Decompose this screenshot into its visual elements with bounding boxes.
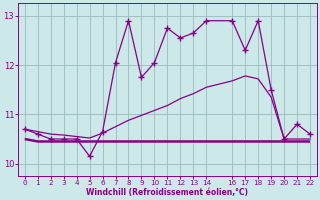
X-axis label: Windchill (Refroidissement éolien,°C): Windchill (Refroidissement éolien,°C): [86, 188, 248, 197]
